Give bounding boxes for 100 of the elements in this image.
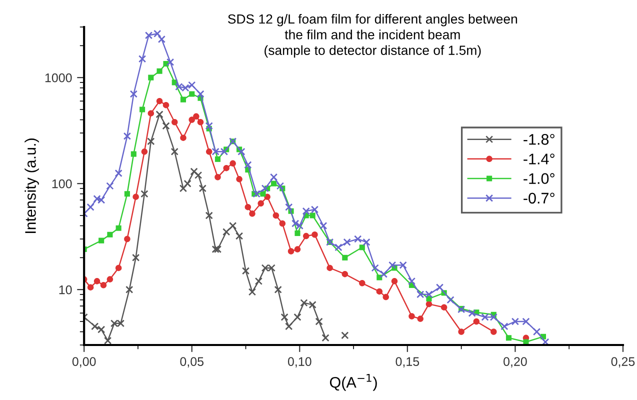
point	[376, 288, 383, 295]
point	[408, 277, 416, 285]
point	[320, 222, 328, 230]
legend-label: -1.8°	[524, 134, 554, 145]
point	[141, 148, 148, 155]
y-axis-title: Intensity (a.u.)	[24, 138, 39, 233]
point	[171, 118, 178, 126]
point	[236, 176, 242, 182]
point	[94, 278, 100, 284]
point	[326, 264, 333, 272]
point	[196, 90, 204, 98]
point	[490, 328, 497, 335]
point	[194, 171, 202, 179]
point	[362, 238, 370, 246]
point	[104, 336, 112, 344]
point	[170, 148, 178, 156]
point	[388, 261, 396, 269]
point	[193, 113, 200, 120]
point	[212, 245, 220, 254]
point	[98, 238, 104, 244]
point	[230, 160, 236, 167]
point	[214, 156, 221, 162]
point	[162, 122, 170, 130]
point	[124, 236, 130, 242]
point	[288, 248, 294, 254]
point	[296, 222, 304, 230]
point	[87, 284, 94, 290]
point	[294, 230, 300, 236]
point	[285, 203, 293, 211]
point	[166, 58, 174, 66]
point	[285, 322, 293, 330]
x-tick-label: 0,10	[288, 357, 312, 368]
point	[542, 338, 550, 345]
point	[341, 332, 349, 340]
point	[468, 309, 476, 317]
point	[382, 294, 389, 300]
point	[205, 212, 213, 220]
point	[158, 35, 166, 44]
point	[140, 190, 148, 198]
point	[294, 246, 301, 252]
point	[132, 194, 139, 200]
point	[229, 222, 237, 230]
point	[417, 316, 424, 322]
point	[354, 235, 362, 243]
point	[138, 55, 146, 63]
point	[106, 276, 114, 282]
chart-title: SDS 12 g/L foam film for different angles between the film and the incident beam (sample to detector distance of 1.5m)	[228, 14, 518, 58]
point	[115, 264, 122, 272]
point	[148, 74, 154, 80]
point	[140, 106, 146, 112]
point	[123, 132, 132, 140]
point	[272, 212, 280, 219]
point	[334, 244, 342, 252]
point	[260, 191, 266, 197]
x-tick-label: 0,00	[72, 357, 96, 368]
point	[198, 184, 206, 192]
point	[238, 148, 246, 156]
point	[280, 313, 288, 321]
point	[249, 210, 256, 217]
point	[132, 254, 140, 262]
point	[179, 184, 188, 192]
point	[261, 184, 269, 192]
point	[426, 300, 432, 308]
point	[188, 116, 195, 123]
point	[180, 96, 186, 102]
point	[274, 286, 282, 294]
point	[399, 261, 407, 269]
point	[342, 254, 348, 260]
point	[86, 203, 94, 211]
x-tick-label: 0,20	[504, 357, 527, 368]
point	[206, 148, 212, 155]
point	[223, 164, 230, 172]
point	[107, 232, 113, 238]
point	[214, 245, 222, 254]
point	[312, 231, 318, 238]
point	[506, 335, 512, 341]
legend-label: -0.7°	[524, 192, 554, 204]
point	[180, 134, 186, 141]
point	[197, 118, 204, 126]
point	[205, 122, 213, 130]
x-tick-label: 0,15	[396, 357, 420, 368]
point	[359, 280, 366, 286]
point	[310, 212, 316, 218]
point	[106, 182, 114, 190]
point	[156, 68, 162, 74]
point	[315, 318, 323, 326]
point	[343, 238, 351, 246]
point	[252, 190, 260, 198]
point	[342, 270, 348, 278]
x-tick-label: 0,25	[611, 357, 635, 368]
point	[254, 277, 263, 285]
y-tick-label: 10	[59, 285, 72, 294]
point	[500, 322, 508, 330]
point	[391, 278, 398, 284]
point	[244, 204, 252, 210]
point	[458, 328, 464, 335]
point	[302, 232, 310, 240]
point	[126, 286, 134, 294]
legend-label: -1.0°	[524, 173, 554, 184]
point	[147, 138, 155, 146]
